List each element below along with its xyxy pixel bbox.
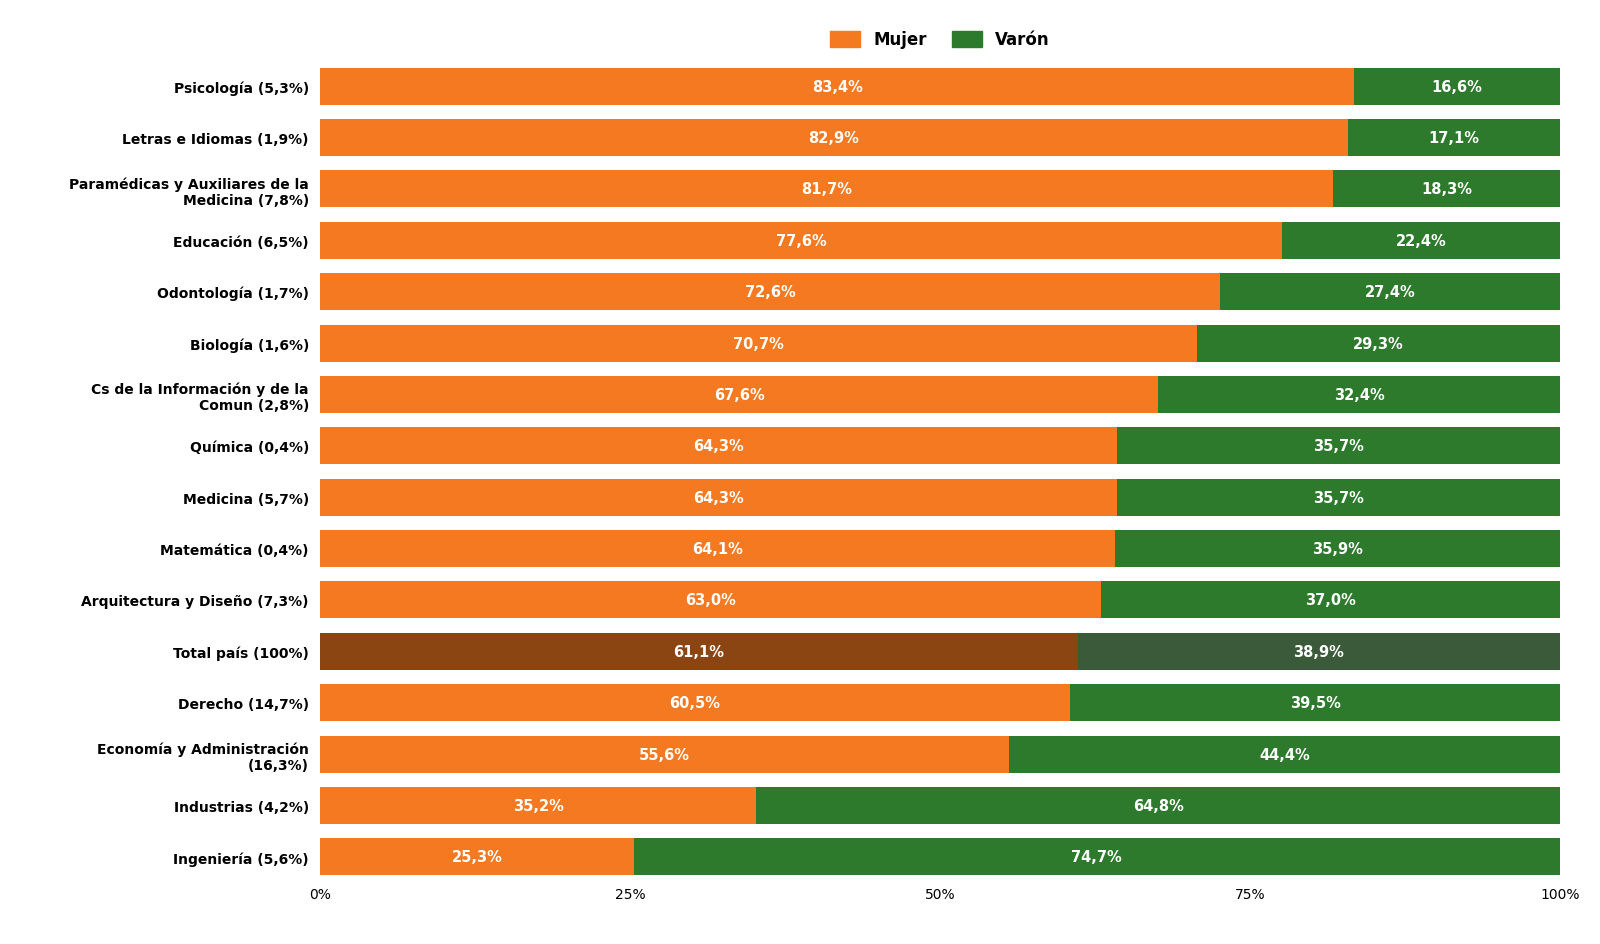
Bar	[757, 787, 1560, 824]
Bar	[320, 480, 1117, 516]
Bar	[1078, 633, 1560, 670]
Text: 81,7%: 81,7%	[802, 182, 853, 197]
Bar	[1115, 531, 1560, 567]
Text: 64,1%: 64,1%	[691, 542, 742, 556]
Text: 35,7%: 35,7%	[1314, 439, 1365, 454]
Text: 72,6%: 72,6%	[744, 285, 795, 300]
Bar	[320, 274, 1221, 311]
Text: 32,4%: 32,4%	[1334, 388, 1384, 402]
Bar	[320, 531, 1115, 567]
Bar	[320, 838, 634, 875]
Text: 38,9%: 38,9%	[1293, 644, 1344, 659]
Bar	[320, 69, 1354, 106]
Bar	[634, 838, 1560, 875]
Bar	[320, 735, 1010, 773]
Text: 55,6%: 55,6%	[640, 747, 690, 762]
Bar	[1117, 428, 1560, 464]
Bar	[1347, 120, 1560, 157]
Bar	[1282, 223, 1560, 260]
Text: 64,3%: 64,3%	[693, 439, 744, 454]
Text: 82,9%: 82,9%	[808, 131, 859, 145]
Text: 44,4%: 44,4%	[1259, 747, 1310, 762]
Bar	[1221, 274, 1560, 311]
Bar	[320, 684, 1070, 721]
Text: 61,1%: 61,1%	[674, 644, 725, 659]
Bar	[1117, 480, 1560, 516]
Text: 35,2%: 35,2%	[514, 799, 563, 813]
Text: 83,4%: 83,4%	[811, 79, 862, 94]
Text: 70,7%: 70,7%	[733, 336, 784, 351]
Bar	[320, 223, 1282, 260]
Text: 64,8%: 64,8%	[1133, 799, 1184, 813]
Bar	[1010, 735, 1560, 773]
Text: 39,5%: 39,5%	[1290, 696, 1341, 711]
Legend: Mujer, Varón: Mujer, Varón	[824, 25, 1056, 56]
Text: 29,3%: 29,3%	[1354, 336, 1403, 351]
Bar	[320, 377, 1158, 413]
Bar	[1070, 684, 1560, 721]
Bar	[320, 787, 757, 824]
Text: 22,4%: 22,4%	[1395, 233, 1446, 248]
Text: 18,3%: 18,3%	[1421, 182, 1472, 197]
Bar	[320, 325, 1197, 362]
Bar	[320, 428, 1117, 464]
Text: 35,9%: 35,9%	[1312, 542, 1363, 556]
Text: 35,7%: 35,7%	[1314, 490, 1365, 505]
Text: 27,4%: 27,4%	[1365, 285, 1416, 300]
Text: 77,6%: 77,6%	[776, 233, 827, 248]
Text: 37,0%: 37,0%	[1306, 593, 1357, 608]
Text: 74,7%: 74,7%	[1072, 850, 1122, 865]
Text: 67,6%: 67,6%	[714, 388, 765, 402]
Bar	[1158, 377, 1560, 413]
Text: 17,1%: 17,1%	[1429, 131, 1480, 145]
Bar	[1354, 69, 1560, 106]
Bar	[320, 120, 1347, 157]
Bar	[320, 171, 1333, 209]
Text: 25,3%: 25,3%	[451, 850, 502, 865]
Bar	[1333, 171, 1560, 209]
Bar	[1197, 325, 1560, 362]
Bar	[320, 582, 1101, 619]
Bar	[1101, 582, 1560, 619]
Text: 64,3%: 64,3%	[693, 490, 744, 505]
Text: 16,6%: 16,6%	[1432, 79, 1483, 94]
Text: 63,0%: 63,0%	[685, 593, 736, 608]
Bar	[320, 633, 1078, 670]
Text: 60,5%: 60,5%	[669, 696, 720, 711]
